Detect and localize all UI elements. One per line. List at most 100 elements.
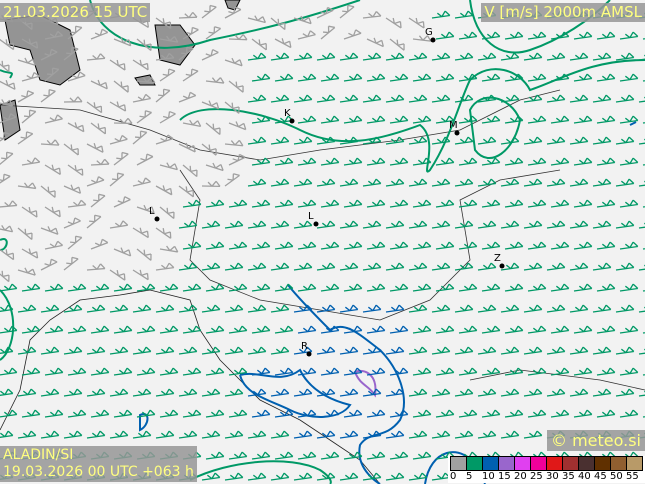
wind-barb (316, 346, 336, 355)
wind-barb (90, 367, 110, 376)
wind-barb (385, 430, 405, 439)
wind-barb (504, 31, 524, 40)
wind-barb (136, 283, 156, 292)
wind-barb (270, 304, 290, 313)
wind-barb (527, 157, 547, 166)
wind-barb (500, 136, 520, 145)
wind-barb (366, 115, 386, 124)
wind-barb (408, 304, 428, 313)
wind-barb (596, 157, 616, 166)
wind-barb (320, 157, 340, 166)
wind-barb (270, 346, 290, 355)
wind-barb (366, 451, 386, 460)
wind-barb (523, 388, 543, 397)
wind-barb (615, 94, 635, 103)
wind-barb (205, 26, 222, 40)
city-dot (313, 221, 319, 227)
wind-barb (67, 367, 87, 376)
wind-barb (573, 409, 593, 418)
wind-barb (362, 304, 382, 313)
wind-barb (155, 346, 175, 355)
wind-barb (527, 73, 547, 82)
wind-barb (109, 388, 129, 397)
wind-barb (615, 388, 635, 397)
wind-barb (293, 136, 313, 145)
wind-barb (573, 115, 593, 124)
wind-barb (458, 157, 478, 166)
legend-swatch (467, 457, 483, 470)
wind-barb (297, 199, 317, 208)
wind-barb (67, 199, 87, 208)
wind-barb (339, 472, 359, 481)
wind-barb (408, 220, 428, 229)
wind-barb (132, 177, 151, 187)
wind-barb (205, 241, 225, 250)
wind-barb (569, 136, 589, 145)
wind-barb (182, 367, 202, 376)
wind-barb (412, 115, 432, 124)
wind-barb (435, 367, 455, 376)
wind-barb (21, 38, 39, 49)
wind-barb (596, 325, 616, 334)
wind-barb (500, 304, 520, 313)
wind-barb (500, 94, 520, 103)
wind-barb (366, 199, 386, 208)
wind-barb (178, 11, 198, 19)
wind-barb (0, 173, 11, 187)
wind-barb (182, 119, 202, 128)
wind-barb (86, 263, 106, 271)
wind-barb (90, 122, 107, 135)
legend-swatch (595, 457, 611, 470)
wind-barb (366, 73, 386, 82)
wind-barb (293, 52, 313, 61)
wind-barb (435, 31, 455, 40)
wind-barb (201, 388, 221, 397)
wind-barb (90, 79, 108, 90)
wind-barb (316, 94, 336, 103)
wind-barb (21, 71, 40, 82)
wind-barb (316, 6, 334, 19)
wind-barb (412, 283, 432, 292)
wind-barb (481, 367, 501, 376)
wind-barb (44, 30, 64, 40)
wind-barb (0, 325, 18, 334)
wind-barb (408, 346, 428, 355)
wind-barb (270, 17, 286, 31)
wind-barb (504, 157, 524, 166)
wind-barb (159, 206, 175, 220)
wind-barb (178, 46, 194, 61)
wind-barb (316, 52, 336, 61)
wind-barb (159, 110, 176, 124)
wind-barb (136, 409, 156, 418)
wind-barb (113, 409, 133, 418)
wind-barb (159, 162, 178, 171)
wind-barb (412, 199, 432, 208)
wind-barb (320, 283, 340, 292)
wind-barb (228, 121, 247, 131)
wind-barb (136, 248, 152, 261)
wind-barb (44, 283, 64, 292)
wind-barb (477, 178, 497, 187)
wind-barb (343, 451, 363, 460)
wind-barb (454, 220, 474, 229)
wind-barb (297, 367, 317, 376)
wind-barb (343, 73, 363, 82)
wind-barb (431, 52, 451, 61)
wind-barb (247, 472, 267, 481)
wind-barb (155, 185, 173, 196)
wind-barb (155, 262, 175, 271)
wind-barb (523, 94, 543, 103)
wind-barb (113, 283, 133, 292)
wind-barb (477, 94, 497, 103)
wind-barb (431, 220, 451, 229)
wind-barb (270, 262, 290, 271)
wind-barb (408, 178, 428, 187)
wind-barb (0, 224, 14, 233)
wind-barb (385, 178, 405, 187)
wind-barb (435, 409, 455, 418)
wind-barb (431, 346, 451, 355)
wind-barb (182, 409, 202, 418)
wind-barb (385, 346, 405, 355)
wind-barb (596, 31, 616, 40)
wind-barb (132, 346, 152, 355)
